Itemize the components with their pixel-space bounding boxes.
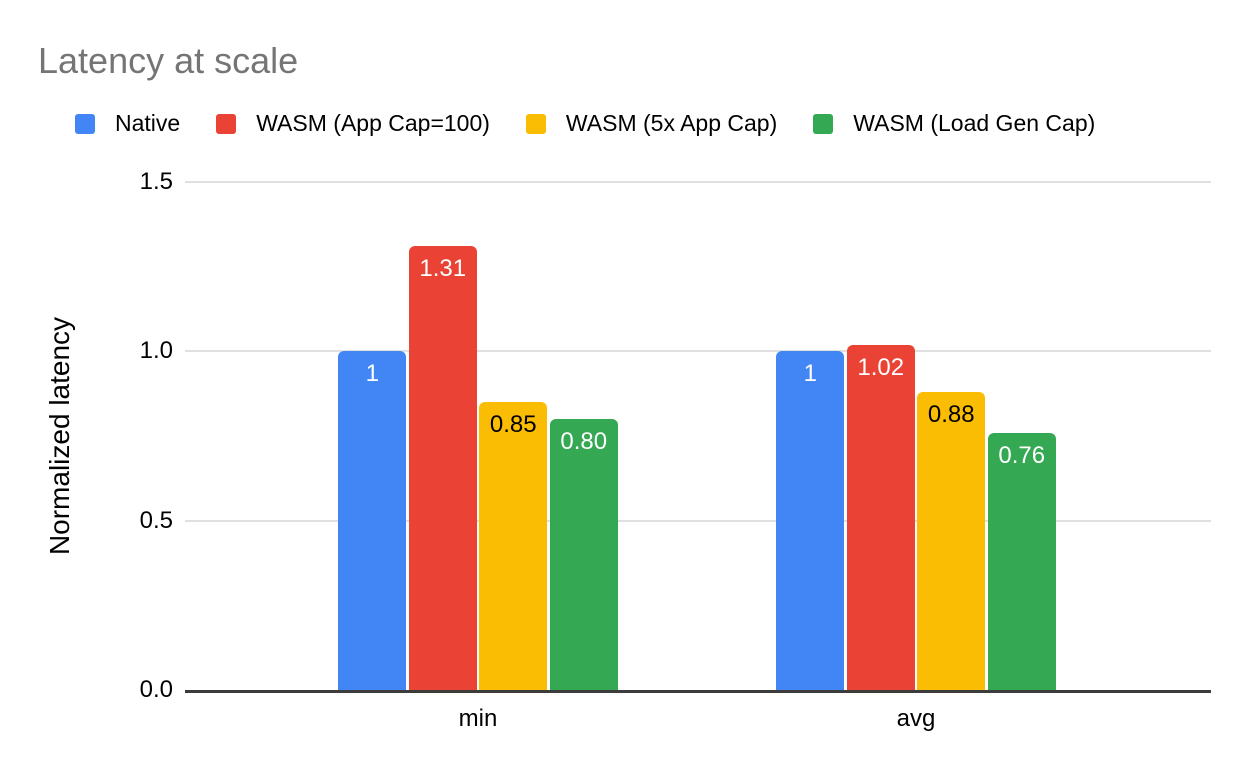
legend-swatch <box>75 113 95 134</box>
legend: Native WASM (App Cap=100) WASM (5x App Cap… <box>75 110 1095 137</box>
y-axis-title-text: Normalized latency <box>44 316 76 556</box>
legend-swatch <box>216 113 237 134</box>
gridline <box>185 350 1211 353</box>
bar: 1 <box>776 351 845 690</box>
x-category-label: avg <box>896 705 936 732</box>
bar-value-label: 0.85 <box>489 411 537 439</box>
bar-value-label: 0.80 <box>560 428 608 456</box>
legend-item: WASM (Load Gen Cap) <box>813 110 1095 137</box>
bar: 0.88 <box>917 391 986 690</box>
legend-swatch <box>525 113 546 134</box>
chart-title: Latency at scale <box>38 40 299 81</box>
y-tick-label: 0.5 <box>139 506 173 534</box>
legend-swatch <box>813 113 834 134</box>
gridline <box>185 519 1211 522</box>
bar-value-label: 1.31 <box>419 255 467 283</box>
legend-item: WASM (App Cap=100) <box>216 110 490 137</box>
bar-value-label: 0.88 <box>927 400 975 428</box>
bar: 0.76 <box>987 432 1056 690</box>
bar: 1 <box>338 351 407 690</box>
bar-value-label: 1.02 <box>857 353 905 381</box>
gridline <box>185 181 1211 183</box>
legend-label: Native <box>115 110 181 136</box>
legend-label: WASM (Load Gen Cap) <box>853 110 1096 136</box>
y-tick-label: 1.5 <box>139 168 173 195</box>
bar-value-label: 1 <box>803 360 817 388</box>
x-category-label: min <box>458 705 498 732</box>
plot-area: 0.0 0.5 1.0 1.5 min 1 1.31 0.85 0.80 avg 1 1.02 0.88… <box>140 168 1211 732</box>
legend-label: WASM (5x App Cap) <box>565 110 778 136</box>
bar-value-label: 1 <box>365 360 379 388</box>
y-tick-label: 0.0 <box>139 676 173 703</box>
legend-item: Native <box>75 110 180 137</box>
bar-value-label: 0.76 <box>998 441 1046 469</box>
bar: 1.31 <box>408 246 477 690</box>
bar: 0.80 <box>549 419 618 690</box>
y-axis-title: Normalized latency <box>30 182 90 690</box>
bar: 1.02 <box>846 344 915 690</box>
bar: 0.85 <box>479 402 548 690</box>
legend-label: WASM (App Cap=100) <box>256 110 490 136</box>
y-tick-label: 1.0 <box>139 337 173 365</box>
legend-item: WASM (5x App Cap) <box>525 110 778 137</box>
